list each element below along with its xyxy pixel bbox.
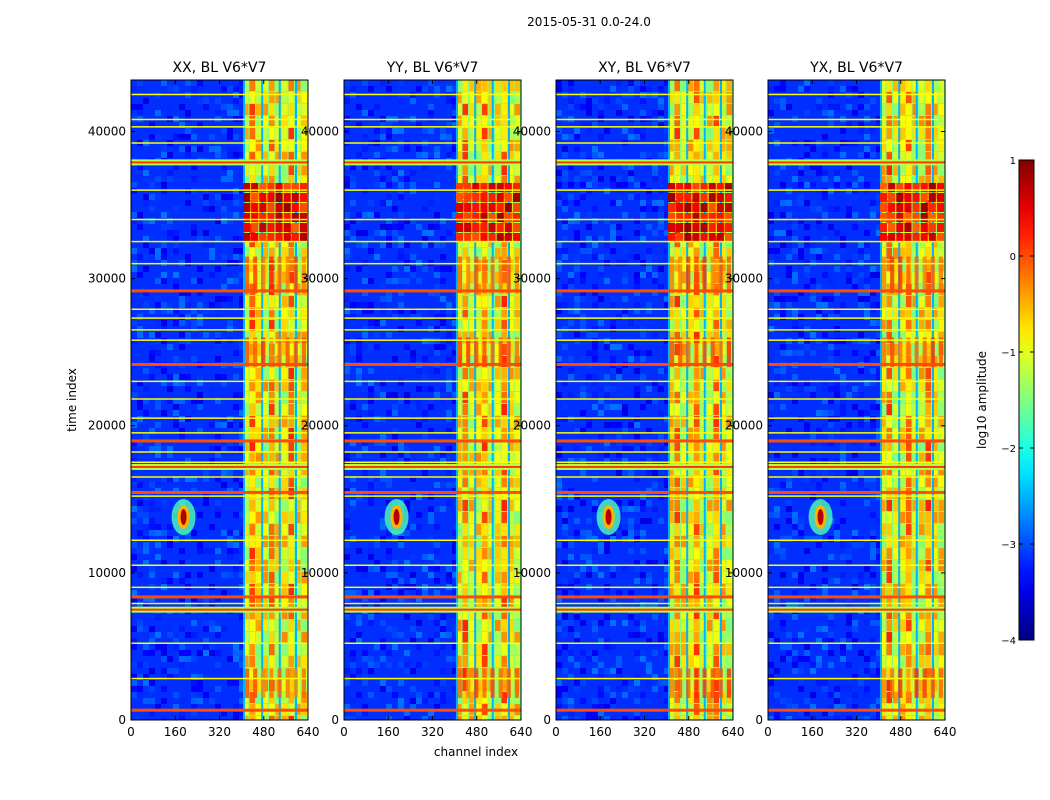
- x-tick-label: 320: [421, 725, 444, 739]
- x-tick-label: 320: [633, 725, 656, 739]
- x-tick-label: 160: [377, 725, 400, 739]
- panel-title: XY, BL V6*V7: [598, 60, 691, 76]
- y-tick-label: 40000: [725, 124, 763, 138]
- panel-title: YY, BL V6*V7: [386, 60, 479, 76]
- x-tick-label: 640: [722, 725, 745, 739]
- heatmap-panel: XX, BL V6*V7 0 160 320 480 640 0 10000 20000 3000…: [88, 60, 320, 739]
- y-tick-label: 20000: [513, 419, 551, 433]
- y-tick-label: 10000: [88, 566, 126, 580]
- y-tick-label: 0: [755, 713, 763, 727]
- colorbar-gradient: [1018, 159, 1035, 641]
- heatmap-cells: [556, 80, 733, 720]
- colorbar-label: log10 amplitude: [975, 351, 989, 449]
- heatmap-panel: XY, BL V6*V7 0 160 320 480 640 0 10000 20000 3000…: [513, 60, 745, 739]
- x-tick-label: 480: [677, 725, 700, 739]
- colorbar-tick-label: −4: [1001, 636, 1016, 647]
- colorbar-tick-label: −1: [1001, 348, 1016, 359]
- x-tick-label: 480: [889, 725, 912, 739]
- x-tick-label: 640: [510, 725, 533, 739]
- y-tick-label: 20000: [301, 419, 339, 433]
- y-tick-label: 10000: [725, 566, 763, 580]
- figure-suptitle: 2015-05-31 0.0-24.0: [527, 15, 651, 29]
- y-tick-label: 40000: [513, 124, 551, 138]
- panel-title: YX, BL V6*V7: [809, 60, 903, 76]
- colorbar-tick-label: 0: [1010, 252, 1016, 263]
- x-tick-label: 0: [127, 725, 135, 739]
- panel-title: XX, BL V6*V7: [173, 60, 267, 76]
- x-tick-label: 480: [465, 725, 488, 739]
- x-tick-label: 640: [934, 725, 957, 739]
- y-tick-label: 30000: [88, 272, 126, 286]
- y-tick-label: 10000: [301, 566, 339, 580]
- x-tick-label: 320: [208, 725, 231, 739]
- y-tick-label: 40000: [88, 124, 126, 138]
- colorbar: 1 0 −1 −2 −3 −4 log10 amplitude: [975, 156, 1035, 647]
- x-tick-label: 0: [340, 725, 348, 739]
- colorbar-tick-label: 1: [1010, 156, 1016, 167]
- y-tick-label: 30000: [513, 272, 551, 286]
- y-axis-label: time index: [65, 368, 79, 432]
- y-tick-label: 30000: [725, 272, 763, 286]
- heatmap-cells: [131, 80, 308, 720]
- colorbar-tick-label: −2: [1001, 444, 1016, 455]
- x-tick-label: 160: [801, 725, 824, 739]
- x-axis-label: channel index: [434, 745, 518, 759]
- y-tick-label: 0: [543, 713, 551, 727]
- x-tick-label: 0: [552, 725, 560, 739]
- x-tick-label: 160: [589, 725, 612, 739]
- heatmap-panel: YY, BL V6*V7 0 160 320 480 640 0 10000 20000 3000…: [301, 60, 533, 739]
- x-tick-label: 640: [297, 725, 320, 739]
- heatmap-cells: [344, 80, 521, 720]
- colorbar-tick-label: −3: [1001, 540, 1016, 551]
- y-tick-label: 20000: [725, 419, 763, 433]
- y-tick-label: 10000: [513, 566, 551, 580]
- x-tick-label: 480: [252, 725, 275, 739]
- y-tick-label: 40000: [301, 124, 339, 138]
- heatmap-cells: [768, 80, 945, 720]
- y-tick-label: 20000: [88, 419, 126, 433]
- x-tick-label: 320: [845, 725, 868, 739]
- y-tick-label: 30000: [301, 272, 339, 286]
- x-tick-label: 160: [164, 725, 187, 739]
- panels-group: XX, BL V6*V7 0 160 320 480 640 0 10000 20000 3000…: [88, 60, 957, 739]
- y-tick-label: 0: [331, 713, 339, 727]
- heatmap-panel: YX, BL V6*V7 0 160 320 480 640 0 10000 20000 3000…: [725, 60, 957, 739]
- y-tick-label: 0: [118, 713, 126, 727]
- x-tick-label: 0: [764, 725, 772, 739]
